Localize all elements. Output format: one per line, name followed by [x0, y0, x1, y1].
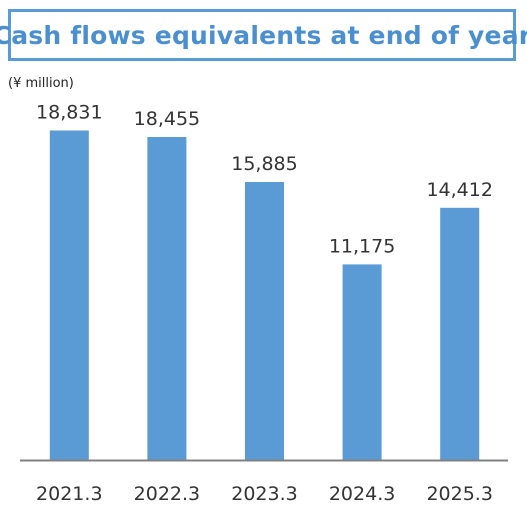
x-tick-label-2022.3: 2022.3 — [134, 483, 200, 505]
value-label-2022.3: 18,455 — [134, 108, 200, 130]
value-label-2021.3: 18,831 — [36, 102, 102, 124]
bar-2025.3 — [440, 207, 480, 460]
bar-2024.3 — [342, 264, 382, 460]
value-labels-layer: 18,831 18,455 15,885 11,175 14,412 — [36, 102, 493, 258]
value-label-2024.3: 11,175 — [329, 235, 395, 257]
x-tick-label-2023.3: 2023.3 — [231, 483, 297, 505]
bar-2022.3 — [147, 137, 187, 460]
x-tick-label-2025.3: 2025.3 — [426, 483, 492, 505]
chart-title: Cash flows equivalents at end of year — [0, 20, 527, 50]
x-tick-label-2021.3: 2021.3 — [36, 483, 102, 505]
bars-layer — [49, 130, 480, 460]
bar-2021.3 — [49, 130, 89, 460]
value-label-2025.3: 14,412 — [426, 179, 492, 201]
unit-label: (¥ million) — [8, 76, 74, 91]
bar-2023.3 — [245, 182, 284, 460]
x-tick-labels-layer: 2021.3 2022.3 2023.3 2024.3 2025.3 — [36, 483, 493, 505]
x-tick-label-2024.3: 2024.3 — [329, 483, 395, 505]
value-label-2023.3: 15,885 — [231, 153, 297, 175]
chart-title-box: Cash flows equivalents at end of year — [0, 9, 527, 61]
